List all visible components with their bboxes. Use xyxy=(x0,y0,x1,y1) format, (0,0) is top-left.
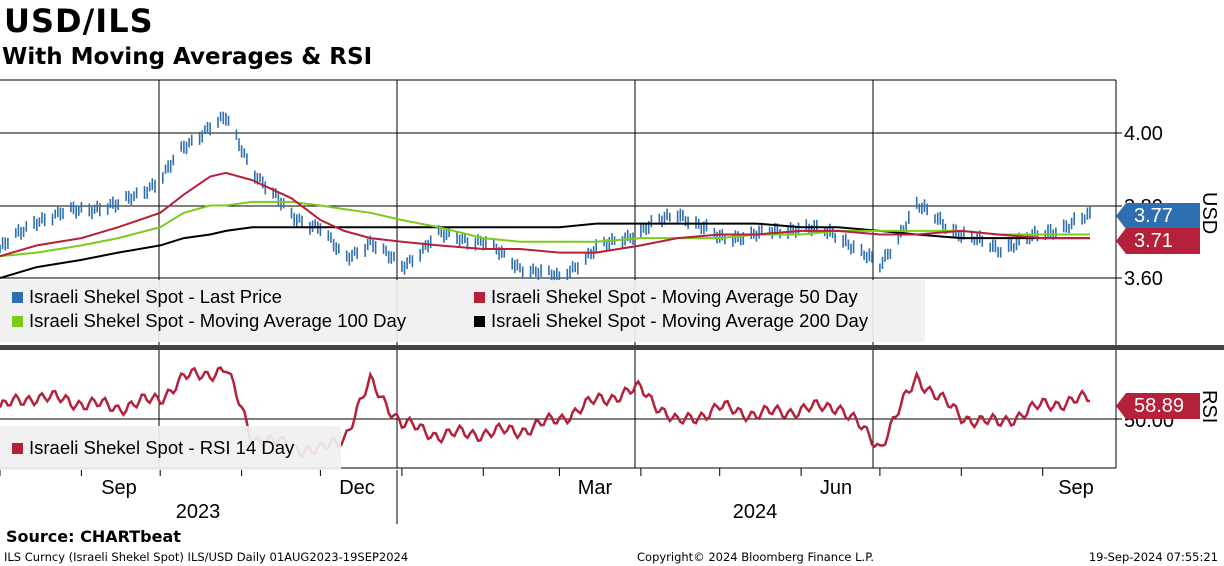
xtick-label-jun24: Jun xyxy=(820,477,852,499)
legend-label: Israeli Shekel Spot - Moving Average 100… xyxy=(29,310,407,331)
rsi-tag: 58.89 xyxy=(1116,393,1200,419)
legend-item-rsi: Israeli Shekel Spot - RSI 14 Day xyxy=(12,437,294,459)
chart-subtitle: With Moving Averages & RSI xyxy=(2,44,373,70)
rsi-line xyxy=(0,366,1091,459)
xtick-label-sep24: Sep xyxy=(1058,477,1094,499)
legend-swatch xyxy=(12,291,23,303)
ma50-tag: 3.71 xyxy=(1116,228,1200,254)
legend-item-ma100: Israeli Shekel Spot - Moving Average 100… xyxy=(12,310,406,332)
legend-item-last-price: Israeli Shekel Spot - Last Price xyxy=(12,286,282,308)
footer-left: ILS Curncy (Israeli Shekel Spot) ILS/USD… xyxy=(4,550,409,564)
legend-label: Israeli Shekel Spot - Last Price xyxy=(29,286,282,307)
xtick-label-sep23: Sep xyxy=(101,477,137,499)
legend-label: Israeli Shekel Spot - Moving Average 50 … xyxy=(491,286,858,307)
ma50-line xyxy=(0,171,1090,258)
xtick-label-dec23: Dec xyxy=(339,477,375,499)
ytick-label-3.60: 3.60 xyxy=(1124,268,1163,290)
year-label-2024: 2024 xyxy=(733,501,778,523)
legend-swatch xyxy=(12,442,23,454)
year-label-2023: 2023 xyxy=(176,501,221,523)
source-note: Source: CHARTbeat xyxy=(6,527,181,546)
main-legend: Israeli Shekel Spot - Last Price Israeli… xyxy=(0,280,925,342)
footer-right: 19-Sep-2024 07:55:21 xyxy=(1088,550,1218,564)
last-price-tag: 3.77 xyxy=(1116,203,1200,229)
chart-title: USD/ILS xyxy=(4,2,154,40)
ytick-label-4.00: 4.00 xyxy=(1124,123,1163,145)
legend-swatch xyxy=(12,315,23,327)
rsi-axis-label: RSI xyxy=(1198,390,1220,423)
footer-center: Copyright© 2024 Bloomberg Finance L.P. xyxy=(637,550,874,564)
last-price-series xyxy=(0,111,1091,284)
xtick-label-mar24: Mar xyxy=(578,477,613,499)
legend-label: Israeli Shekel Spot - RSI 14 Day xyxy=(29,437,295,458)
legend-item-ma50: Israeli Shekel Spot - Moving Average 50 … xyxy=(474,286,858,308)
legend-label: Israeli Shekel Spot - Moving Average 200… xyxy=(491,310,869,331)
legend-item-ma200: Israeli Shekel Spot - Moving Average 200… xyxy=(474,310,868,332)
rsi-legend: Israeli Shekel Spot - RSI 14 Day xyxy=(0,426,341,470)
panel-separator xyxy=(0,345,1224,350)
main-axis-label: USD xyxy=(1198,192,1220,234)
ma100-line xyxy=(0,200,1090,258)
legend-swatch xyxy=(474,291,485,303)
legend-swatch xyxy=(474,315,485,327)
